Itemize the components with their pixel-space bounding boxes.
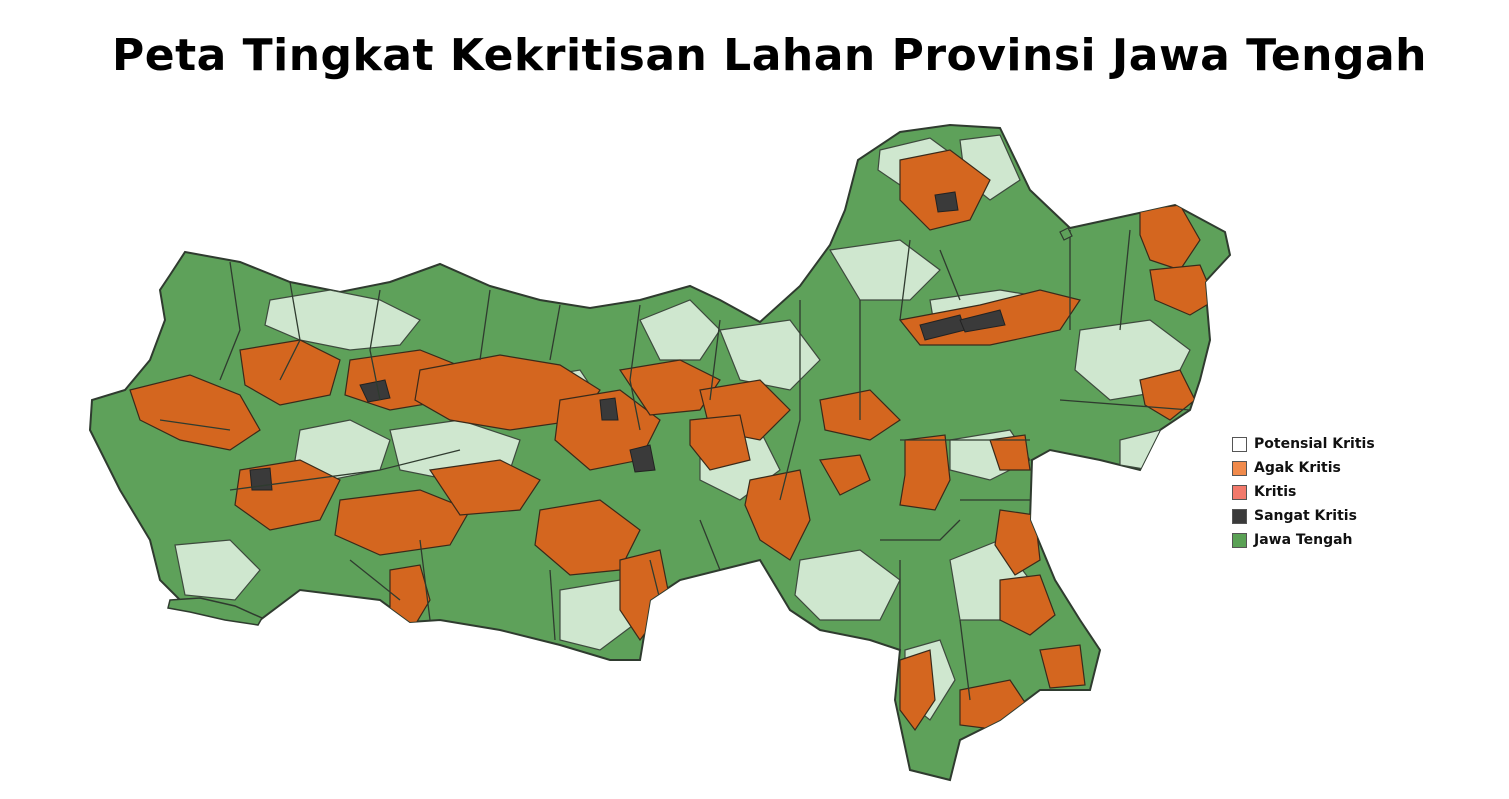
legend-swatch-kritis: [1232, 484, 1247, 500]
legend-label: Agak Kritis: [1254, 460, 1341, 476]
legend-label: Sangat Kritis: [1254, 508, 1357, 524]
legend-swatch-potensial-kritis: [1232, 436, 1247, 452]
legend-label: Jawa Tengah: [1254, 532, 1353, 548]
island-north: [1059, 227, 1073, 241]
legend-label: Potensial Kritis: [1254, 436, 1375, 452]
legend-item-jawa-tengah: Jawa Tengah: [1232, 528, 1402, 552]
legend: Potensial Kritis Agak Kritis Kritis Sang…: [1232, 432, 1402, 552]
map-title: Peta Tingkat Kekritisan Lahan Provinsi J…: [111, 30, 1427, 81]
legend-label: Kritis: [1254, 484, 1297, 500]
legend-item-agak-kritis: Agak Kritis: [1232, 456, 1402, 480]
legend-item-potensial-kritis: Potensial Kritis: [1232, 432, 1402, 456]
island-nusakambangan: [167, 597, 264, 626]
legend-swatch-agak-kritis: [1232, 460, 1247, 476]
district-boundaries: [159, 229, 1191, 701]
legend-item-sangat-kritis: Sangat Kritis: [1232, 504, 1402, 528]
legend-swatch-jawa-tengah: [1232, 532, 1247, 548]
legend-swatch-sangat-kritis: [1232, 508, 1247, 524]
sangat-kritis-areas: [249, 191, 1006, 491]
legend-item-kritis: Kritis: [1232, 480, 1402, 504]
